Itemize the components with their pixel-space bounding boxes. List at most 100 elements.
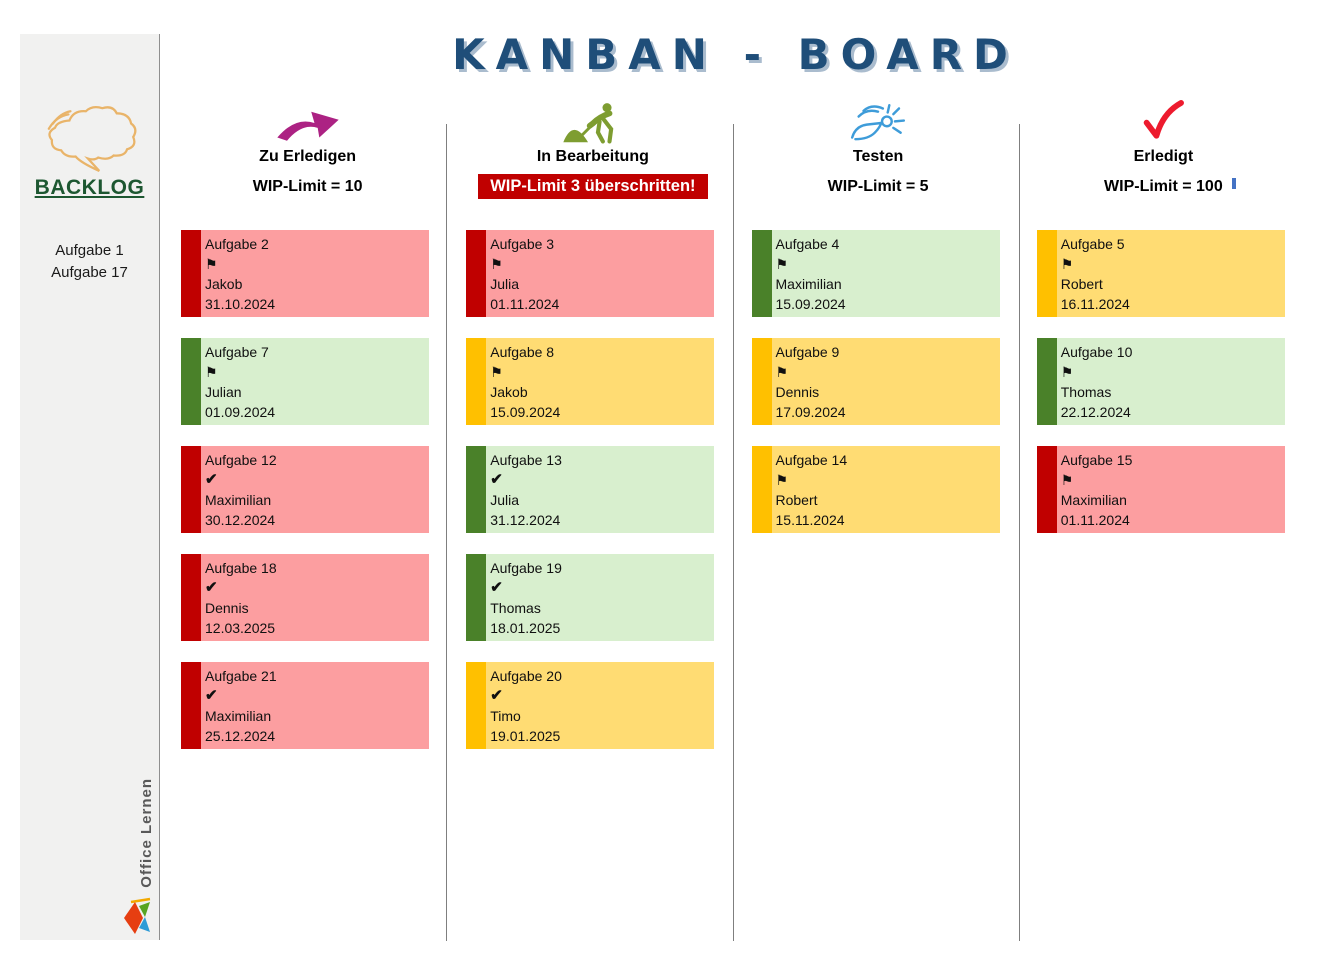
task-card[interactable]: Aufgabe 18 ✔ Dennis 12.03.2025 [181,554,429,641]
task-card[interactable]: Aufgabe 4 ⚑ Maximilian 15.09.2024 [751,230,1000,317]
column-title: Testen [852,148,904,165]
card-title: Aufgabe 2 [205,236,269,252]
wip-limit-exceeded-text: WIP-Limit 3 überschritten! [478,174,708,199]
column-testen: Testen WIP-Limit = 5 Aufgabe 4 ⚑ Maximil… [736,100,1021,749]
card-assignee: Thomas [490,600,541,616]
flag-icon: ⚑ [490,364,503,380]
backlog-title-link[interactable]: BACKLOG [34,176,145,199]
check-icon: ✔ [490,687,503,704]
backlog-item[interactable]: Aufgabe 17 [51,264,128,281]
column-header: Zu Erledigen WIP-Limit = 10 [165,100,450,201]
task-card[interactable]: Aufgabe 19 ✔ Thomas 18.01.2025 [466,554,715,641]
red-checkmark-icon [1021,100,1306,144]
column-header: Erledigt WIP-Limit = 100 [1021,100,1306,201]
kanban-columns: Zu Erledigen WIP-Limit = 10 Aufgabe 2 ⚑ … [165,100,1306,749]
column-in-bearbeitung: In Bearbeitung WIP-Limit 3 überschritten… [450,100,735,749]
column-title: In Bearbeitung [536,148,649,165]
card-due-date: 01.11.2024 [1060,512,1130,528]
card-title: Aufgabe 13 [490,452,562,468]
backlog-item-list: Aufgabe 1 Aufgabe 17 [20,240,159,284]
card-assignee: Maximilian [205,492,272,508]
card-due-date: 31.10.2024 [205,296,276,312]
task-card[interactable]: Aufgabe 3 ⚑ Julia 01.11.2024 [466,230,715,317]
task-card[interactable]: Aufgabe 21 ✔ Maximilian 25.12.2024 [181,662,429,749]
wip-limit-label: WIP-Limit = 5 [736,172,1021,201]
card-due-date: 15.11.2024 [775,512,845,528]
task-card[interactable]: Aufgabe 14 ⚑ Robert 15.11.2024 [751,446,1000,533]
card-title: Aufgabe 10 [1060,344,1133,360]
brand-logo-icon [123,896,153,936]
task-card[interactable]: Aufgabe 5 ⚑ Robert 16.11.2024 [1036,230,1285,317]
card-assignee: Maximilian [775,276,842,292]
card-due-date: 17.09.2024 [775,404,846,420]
card-title: Aufgabe 18 [205,560,277,576]
check-icon: ✔ [205,471,218,488]
column-divider [733,124,734,941]
task-card[interactable]: Aufgabe 12 ✔ Maximilian 30.12.2024 [181,446,429,533]
task-card[interactable]: Aufgabe 7 ⚑ Julian 01.09.2024 [181,338,429,425]
card-due-date: 16.11.2024 [1060,296,1130,312]
wip-limit-banner: WIP-Limit 3 überschritten! [450,172,735,201]
card-assignee: Julia [490,492,520,508]
column-title: Erledigt [1133,148,1194,165]
flag-icon: ⚑ [775,256,789,272]
card-due-date: 01.11.2024 [490,296,560,312]
construction-worker-icon [450,100,735,144]
card-assignee: Julian [205,384,242,400]
card-title: Aufgabe 15 [1060,452,1133,468]
card-assignee: Thomas [1060,384,1112,400]
card-list: Aufgabe 2 ⚑ Jakob 31.10.2024 Aufgabe 7 ⚑… [165,230,450,749]
task-card[interactable]: Aufgabe 15 ⚑ Maximilian 01.11.2024 [1036,446,1285,533]
column-zu-erledigen: Zu Erledigen WIP-Limit = 10 Aufgabe 2 ⚑ … [165,100,450,749]
flag-icon: ⚑ [1060,472,1074,488]
card-due-date: 01.09.2024 [205,404,276,420]
task-card[interactable]: Aufgabe 13 ✔ Julia 31.12.2024 [466,446,715,533]
card-title: Aufgabe 21 [205,668,277,684]
column-header: In Bearbeitung WIP-Limit 3 überschritten… [450,100,735,201]
card-assignee: Jakob [490,384,528,400]
check-icon: ✔ [205,687,218,704]
flag-icon: ⚑ [205,256,218,272]
flag-icon: ⚑ [1060,256,1074,272]
check-icon: ✔ [205,579,218,596]
card-due-date: 12.03.2025 [205,620,276,636]
column-divider [1019,124,1020,941]
card-title: Aufgabe 5 [1060,236,1125,252]
card-assignee: Maximilian [1060,492,1127,508]
wip-limit-label: WIP-Limit = 10 [165,172,450,201]
backlog-sidebar: BACKLOG Aufgabe 1 Aufgabe 17 Office Lern… [20,34,160,940]
task-card[interactable]: Aufgabe 20 ✔ Timo 19.01.2025 [466,662,715,749]
column-erledigt: Erledigt WIP-Limit = 100 Aufgabe 5 ⚑ Rob… [1021,100,1306,749]
card-assignee: Timo [490,708,521,724]
card-list: Aufgabe 3 ⚑ Julia 01.11.2024 Aufgabe 8 ⚑… [450,230,735,749]
flag-icon: ⚑ [205,364,218,380]
card-title: Aufgabe 19 [490,560,562,576]
check-icon: ✔ [490,471,503,488]
task-card[interactable]: Aufgabe 10 ⚑ Thomas 22.12.2024 [1036,338,1285,425]
card-list: Aufgabe 5 ⚑ Robert 16.11.2024 Aufgabe 10… [1021,230,1306,533]
column-divider [446,124,447,941]
page-title: KANBAN - BOARD [452,30,1019,79]
card-title: Aufgabe 8 [490,344,555,360]
task-card[interactable]: Aufgabe 9 ⚑ Dennis 17.09.2024 [751,338,1000,425]
card-assignee: Robert [775,492,818,508]
card-assignee: Dennis [205,600,249,616]
wip-limit-text: WIP-Limit = 10 [252,177,363,195]
task-card[interactable]: Aufgabe 2 ⚑ Jakob 31.10.2024 [181,230,429,317]
wip-limit-text: WIP-Limit = 5 [827,177,929,195]
card-title: Aufgabe 9 [775,344,840,360]
card-due-date: 18.01.2025 [490,620,561,636]
flag-icon: ⚑ [1060,364,1074,380]
task-card[interactable]: Aufgabe 8 ⚑ Jakob 15.09.2024 [466,338,715,425]
card-assignee: Julia [490,276,520,292]
wip-limit-label: WIP-Limit = 100 [1021,172,1306,201]
arrow-icon [165,100,450,144]
card-due-date: 22.12.2024 [1060,404,1131,420]
card-title: Aufgabe 20 [490,668,562,684]
card-list: Aufgabe 4 ⚑ Maximilian 15.09.2024 Aufgab… [736,230,1021,533]
card-due-date: 30.12.2024 [205,512,276,528]
card-due-date: 25.12.2024 [205,728,276,744]
card-due-date: 19.01.2025 [490,728,561,744]
backlog-item[interactable]: Aufgabe 1 [55,242,124,259]
